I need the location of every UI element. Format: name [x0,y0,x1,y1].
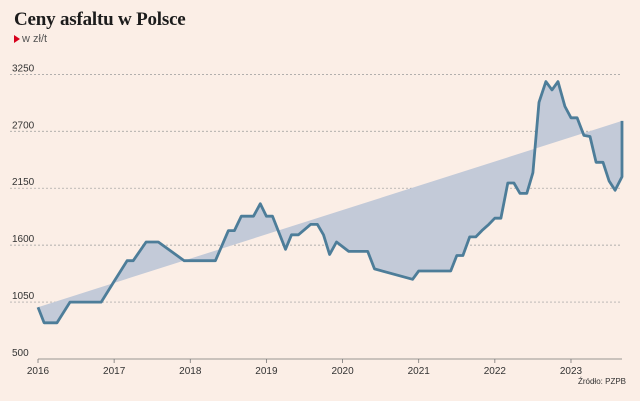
x-tick-label: 2016 [27,366,50,377]
price-line [36,80,624,325]
y-axis-ticks: 3250 2700 2150 1600 1050 500 [12,63,35,359]
y-tick-label: 500 [12,348,29,359]
x-tick-label: 2023 [560,366,583,377]
x-axis-ticks: 2016 2017 2018 2019 2020 2021 2022 2023 [27,359,583,377]
x-tick-label: 2019 [255,366,278,377]
x-tick-label: 2020 [331,366,354,377]
y-tick-label: 3250 [12,63,35,74]
source-note: Źródło: PZPB [577,377,626,386]
x-tick-label: 2021 [408,366,431,377]
unit-text: w zł/t [22,33,48,45]
y-tick-label: 1600 [12,234,35,245]
triangle-marker-icon [14,35,20,43]
x-tick-label: 2018 [179,366,202,377]
chart-title: Ceny asfaltu w Polsce [14,9,186,30]
unit-label: w zł/t [14,33,47,45]
price-area [38,81,622,323]
y-tick-label: 1050 [12,291,35,302]
y-tick-label: 2700 [12,120,35,131]
x-tick-label: 2022 [484,366,507,377]
x-tick-label: 2017 [103,366,126,377]
y-tick-label: 2150 [12,177,35,188]
grid-lines [10,74,622,303]
